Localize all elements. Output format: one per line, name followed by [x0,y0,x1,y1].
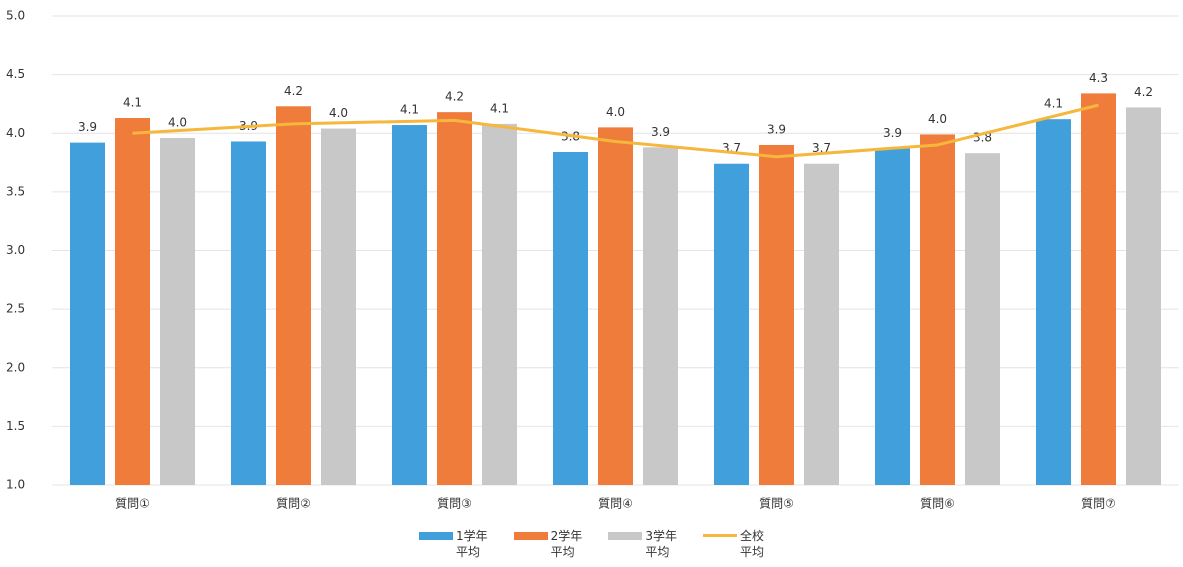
x-tick-label: 質問① [115,496,150,511]
legend: 1学年 平均 2学年 平均 3学年 平均 全校 平均 [0,528,1183,560]
value-label: 3.9 [883,126,902,140]
legend-label: 2学年 平均 [550,529,583,559]
bar [321,128,356,485]
legend-swatch [513,532,548,540]
bar [392,125,427,485]
bar [1036,119,1071,486]
y-tick-label: 5.0 [6,9,25,23]
legend-item: 1学年 平均 [419,528,488,560]
bar [231,141,266,485]
legend-item: 全校 平均 [702,528,764,560]
value-label: 3.9 [651,125,670,139]
bar [160,137,195,485]
y-tick-label: 1.0 [6,478,25,492]
bar [714,163,749,486]
value-label: 4.2 [1134,85,1153,99]
value-label: 4.0 [329,106,348,120]
x-tick-label: 質問③ [437,496,472,511]
bar [115,118,150,485]
value-label: 4.1 [400,103,419,117]
line [132,103,1099,159]
bar [965,153,1000,485]
bar [553,152,588,485]
y-tick-label: 2.0 [6,360,25,374]
value-label: 4.0 [168,115,187,129]
bar [437,112,472,486]
bar [598,127,633,485]
x-tick-label: 質問⑥ [920,496,955,511]
value-label: 4.0 [606,105,625,119]
value-label: 3.9 [767,122,786,136]
x-tick-label: 質問⑤ [759,496,794,511]
bar [1081,93,1116,485]
y-tick-label: 4.5 [6,67,25,81]
bar [920,134,955,486]
value-label: 4.1 [490,101,509,115]
legend-item: 3学年 平均 [608,528,677,560]
bar [482,123,517,486]
value-label: 4.3 [1089,71,1108,85]
x-tick-label: 質問④ [598,496,633,511]
legend-label: 全校 平均 [739,529,764,559]
value-label: 4.1 [123,96,142,110]
bar [70,142,105,485]
value-label: 3.9 [78,120,97,134]
legend-label: 1学年 平均 [456,529,488,559]
y-tick-label: 1.5 [6,419,25,433]
bar [875,148,910,485]
legend-item: 2学年 平均 [513,528,583,560]
bar [276,106,311,485]
value-label: 4.2 [284,84,303,98]
legend-swatch [419,532,454,540]
y-tick-label: 4.0 [6,126,25,140]
value-label: 4.2 [445,90,464,104]
legend-swatch [608,532,643,540]
y-tick-label: 3.5 [6,184,25,198]
bar [804,163,839,486]
x-tick-label: 質問② [276,496,311,511]
y-tick-label: 3.0 [6,243,25,257]
bar [1126,107,1161,485]
bar [759,144,794,485]
bar [643,147,678,485]
value-label: 4.1 [1044,97,1063,111]
x-tick-label: 質問⑦ [1081,496,1116,511]
y-tick-label: 2.5 [6,302,25,316]
legend-label: 3学年 平均 [645,529,677,559]
value-label: 4.0 [928,112,947,126]
legend-swatch [702,534,737,537]
chart: 1.0 1.5 2.0 2.5 3.0 3.5 4.0 4.5 5.0 質問① 質問② 質問③ 質問④ 質… [6,9,1179,511]
